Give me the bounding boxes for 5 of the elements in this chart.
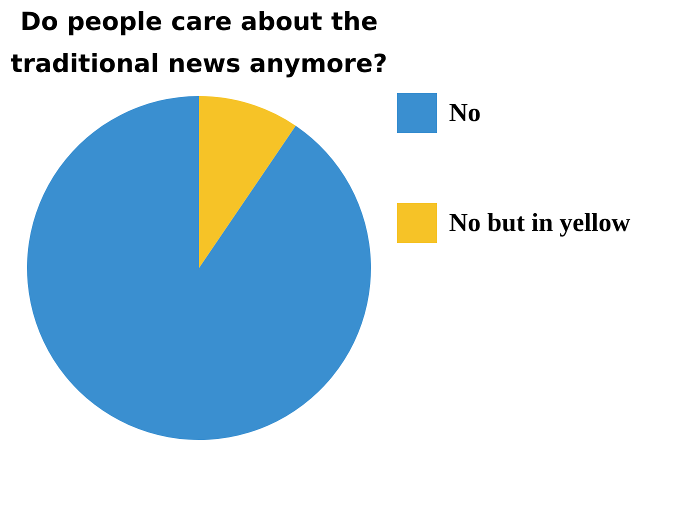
legend-label: No but in yellow [449,208,631,237]
pie-slice [27,96,371,440]
chart-title: Do people care about the traditional news anymore? [10,7,388,78]
legend-label: No [449,98,481,127]
pie-slice [199,96,296,268]
